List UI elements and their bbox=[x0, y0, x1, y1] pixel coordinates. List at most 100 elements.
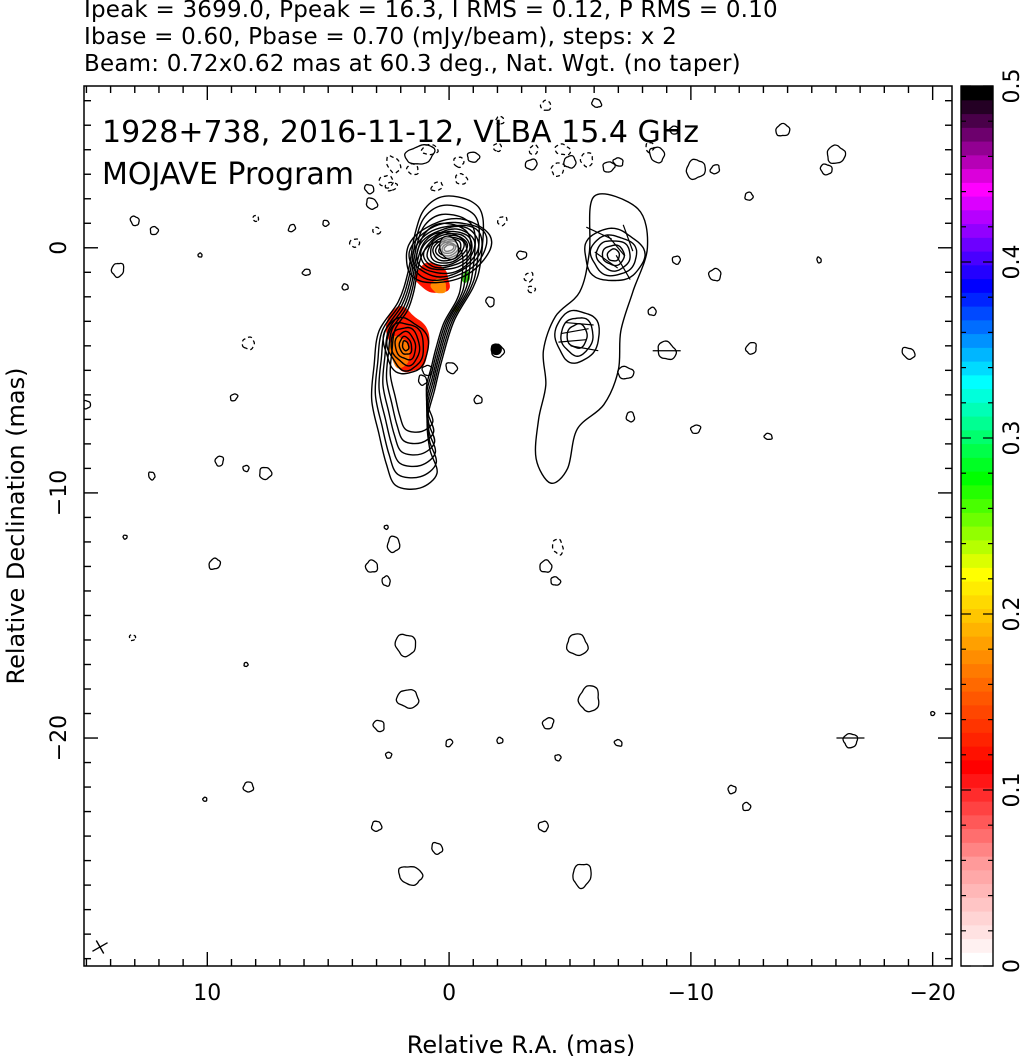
noise-contour bbox=[149, 225, 160, 236]
polarization-contour bbox=[589, 234, 638, 277]
noise-contour bbox=[930, 710, 936, 717]
core-contour bbox=[426, 232, 471, 267]
noise-contour bbox=[842, 733, 859, 749]
noise-contour bbox=[707, 267, 722, 282]
noise-contour bbox=[364, 559, 379, 573]
colorbar-tick-label: 0 bbox=[1000, 959, 1022, 973]
noise-contour bbox=[386, 535, 401, 554]
colorbar-band bbox=[961, 787, 993, 802]
colorbar-tick-label: 0.3 bbox=[1000, 421, 1022, 456]
colorbar-band bbox=[961, 856, 993, 871]
noise-contour bbox=[365, 197, 379, 210]
noise-contour bbox=[591, 97, 603, 108]
intensity-contour bbox=[389, 240, 464, 433]
plot-area bbox=[84, 86, 952, 966]
x-tick-label: −10 bbox=[668, 981, 714, 1006]
colorbar-band bbox=[961, 594, 993, 610]
noise-contour bbox=[577, 685, 600, 713]
noise-contour bbox=[372, 719, 385, 733]
colorbar-band bbox=[961, 512, 993, 527]
colorbar-band bbox=[961, 457, 993, 472]
noise-contour bbox=[301, 268, 311, 276]
intensity-contour bbox=[382, 222, 472, 456]
x-axis-title: Relative R.A. (mas) bbox=[407, 1031, 635, 1059]
colorbar-band bbox=[961, 718, 993, 733]
colorbar-band bbox=[961, 374, 993, 390]
colorbar-band bbox=[961, 526, 993, 541]
colorbar-band bbox=[961, 402, 993, 417]
contour-layer bbox=[370, 193, 649, 490]
colorbar-band bbox=[961, 292, 993, 307]
evpa-vector bbox=[570, 345, 599, 352]
noise-contour bbox=[405, 163, 419, 176]
colorbar-band bbox=[961, 677, 993, 692]
colorbar-band bbox=[961, 319, 993, 335]
y-tick-label: 0 bbox=[47, 241, 72, 255]
noise-contour bbox=[901, 346, 916, 360]
plot-frame bbox=[83, 85, 953, 967]
y-axis-title: Relative Declination (mas) bbox=[2, 367, 30, 684]
knot-contour bbox=[401, 339, 410, 352]
header-line-3: Beam: 0.72x0.62 mas at 60.3 deg., Nat. W… bbox=[84, 51, 741, 77]
noise-contour bbox=[453, 156, 465, 169]
colorbar-band bbox=[961, 869, 993, 885]
noise-contour bbox=[251, 214, 260, 223]
core-peak bbox=[439, 235, 460, 261]
noise-contour bbox=[744, 341, 757, 355]
colorbar-band bbox=[961, 223, 993, 238]
colorbar-band bbox=[961, 264, 993, 280]
colorbar-band bbox=[961, 471, 993, 486]
colorbar-band bbox=[961, 814, 993, 830]
noise-contour bbox=[455, 173, 469, 185]
core-contour bbox=[405, 217, 493, 284]
colorbar-band bbox=[961, 842, 993, 857]
noise-contour bbox=[430, 181, 444, 192]
noise-contour bbox=[645, 141, 655, 154]
colorbar-band bbox=[961, 278, 993, 293]
knot-contour bbox=[398, 335, 413, 355]
noise-contour bbox=[208, 557, 222, 570]
noise-contour bbox=[122, 534, 128, 540]
colorbar-band bbox=[961, 663, 993, 678]
colorbar-band bbox=[961, 801, 993, 816]
colorbar-band bbox=[961, 196, 993, 211]
colorbar-band bbox=[961, 333, 993, 348]
colorbar-band bbox=[961, 581, 993, 596]
noise-contour bbox=[229, 393, 239, 402]
colorbar-band bbox=[961, 182, 993, 197]
evpa-vector bbox=[622, 224, 634, 252]
noise-contour bbox=[647, 306, 657, 317]
noise-contour bbox=[386, 155, 402, 174]
colorbar-tick-label: 0.1 bbox=[1000, 773, 1022, 808]
core-contour bbox=[415, 225, 480, 275]
noise-contour bbox=[445, 362, 459, 375]
colorbar-band bbox=[961, 622, 993, 637]
noise-contour bbox=[473, 394, 483, 405]
noise-contour bbox=[129, 215, 140, 227]
colorbar: 0 0.1 0.2 0.3 0.4 0.5 bbox=[960, 69, 1022, 973]
noise-contour bbox=[287, 223, 297, 233]
noise-contour bbox=[242, 781, 255, 793]
intensity-contour bbox=[378, 213, 476, 468]
noise-contour bbox=[826, 144, 847, 165]
colorbar-band bbox=[961, 952, 993, 967]
noise-contour bbox=[397, 866, 424, 887]
header-line-1: Ipeak = 3699.0, Ppeak = 16.3, I RMS = 0.… bbox=[84, 0, 778, 23]
noise-contour bbox=[148, 471, 156, 481]
chart-subtitle: MOJAVE Program bbox=[102, 157, 354, 192]
noise-contour bbox=[383, 524, 389, 531]
noise-contour bbox=[742, 801, 752, 812]
colorbar-band bbox=[961, 498, 993, 513]
noise-contour bbox=[524, 158, 538, 171]
noise-contour bbox=[242, 464, 250, 473]
noise-contour bbox=[539, 99, 552, 111]
colorbar-band bbox=[961, 746, 993, 761]
noise-contour bbox=[363, 183, 375, 195]
noise-contour bbox=[372, 226, 382, 235]
noise-contour bbox=[496, 736, 504, 745]
noise-contour bbox=[341, 283, 349, 291]
noise-contour bbox=[497, 215, 508, 227]
colorbar-band bbox=[961, 209, 993, 225]
noise-contour bbox=[617, 365, 635, 380]
core-contour bbox=[422, 230, 473, 269]
